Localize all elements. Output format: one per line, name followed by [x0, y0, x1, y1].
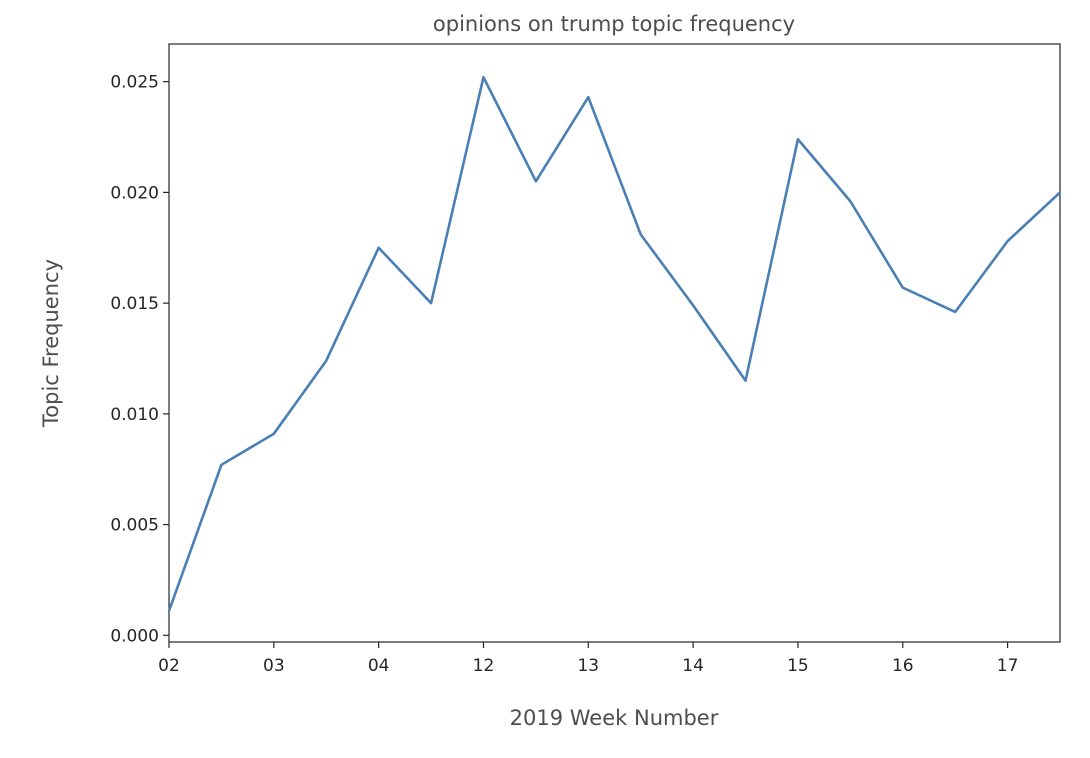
series-line [167, 75, 1061, 612]
plot-area-frame [168, 43, 1061, 643]
x-axis-ticks: 02 03 04 12 13 14 15 16 17 [158, 642, 1018, 676]
x-tick-label: 17 [997, 656, 1019, 676]
x-axis-label: 2019 Week Number [510, 706, 719, 730]
y-tick-label: 0.000 [110, 626, 159, 646]
series-layer [167, 75, 1061, 612]
chart-title: opinions on trump topic frequency [433, 12, 795, 36]
y-tick-label: 0.025 [110, 73, 159, 93]
y-tick-label: 0.015 [110, 294, 159, 314]
y-axis-label: Topic Frequency [39, 259, 63, 428]
y-tick-label: 0.005 [110, 516, 159, 536]
y-axis-ticks: 0.000 0.005 0.010 0.015 0.020 0.025 [110, 73, 169, 646]
x-tick-label: 04 [368, 656, 390, 676]
x-tick-label: 14 [682, 656, 704, 676]
x-tick-label: 15 [787, 656, 809, 676]
y-tick-label: 0.020 [110, 183, 159, 203]
x-tick-label: 03 [263, 656, 285, 676]
x-tick-label: 12 [473, 656, 495, 676]
y-tick-label: 0.010 [110, 405, 159, 425]
x-tick-label: 16 [892, 656, 914, 676]
x-tick-label: 02 [158, 656, 180, 676]
x-tick-label: 13 [577, 656, 599, 676]
